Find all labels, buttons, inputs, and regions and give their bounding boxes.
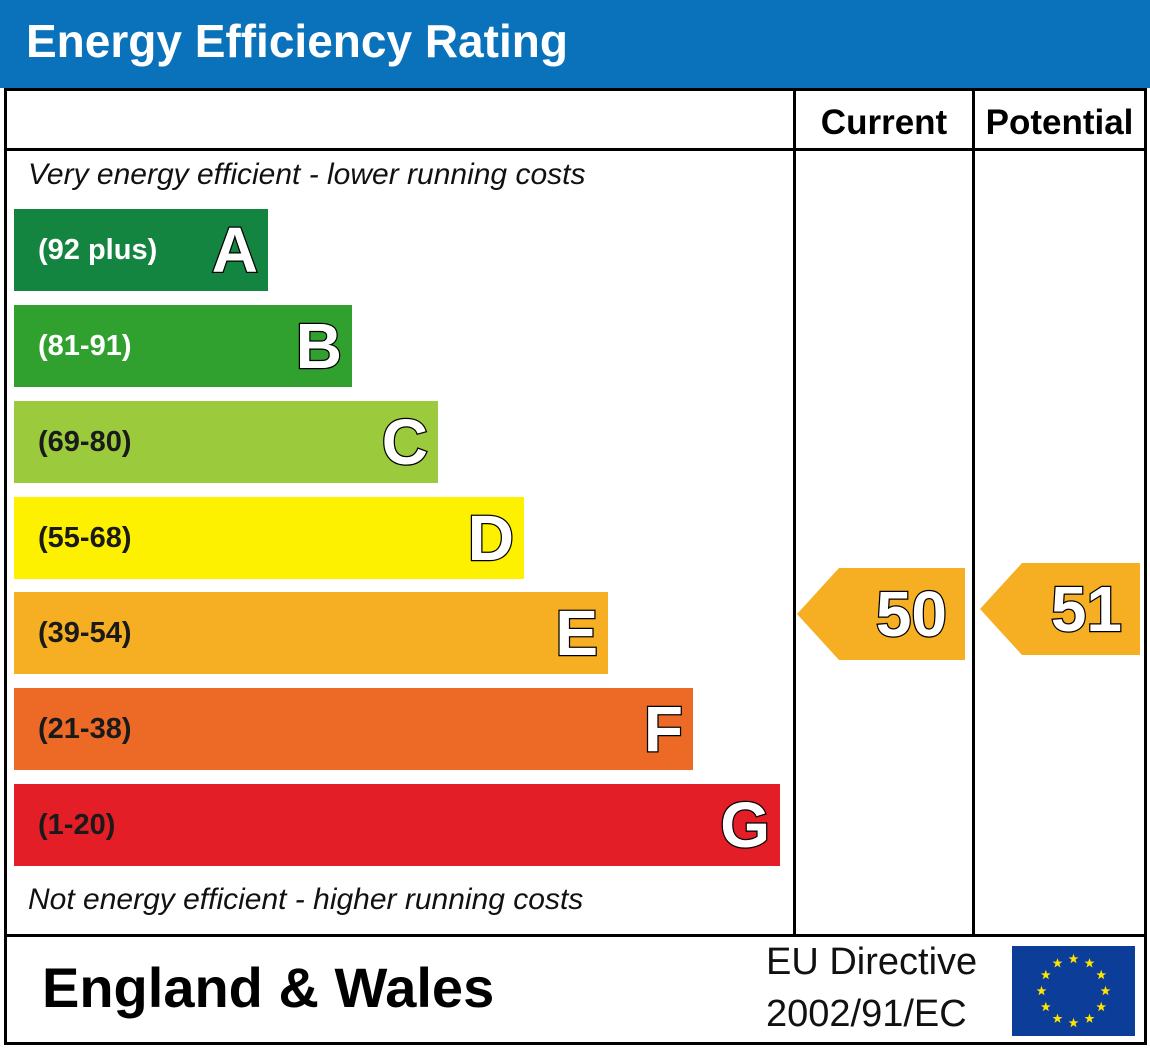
band-range-label: (55-68)	[38, 522, 132, 554]
eu-directive-line2: 2002/91/EC	[766, 993, 967, 1035]
current-rating-arrow: 50	[797, 568, 965, 660]
band-b: (81-91) B	[14, 305, 352, 387]
band-range-label: (1-20)	[38, 809, 116, 841]
footer-divider	[7, 934, 1144, 937]
band-letter: C	[381, 405, 430, 480]
band-e: (39-54) E	[14, 592, 608, 674]
band-letter: E	[554, 596, 599, 671]
header-bar: Energy Efficiency Rating	[0, 0, 1150, 88]
eu-star-icon	[1084, 1013, 1095, 1023]
column-header-potential: Potential	[985, 103, 1134, 142]
band-letter: B	[295, 309, 344, 384]
eu-flag-stars	[1036, 953, 1111, 1028]
eu-directive-line1: EU Directive	[766, 941, 978, 983]
eu-star-icon	[1068, 953, 1079, 964]
eu-star-icon	[1052, 958, 1063, 968]
eu-star-icon	[1096, 969, 1107, 980]
inefficient-note: Not energy efficient - higher running co…	[28, 883, 584, 916]
eu-star-icon	[1084, 958, 1095, 968]
efficient-note: Very energy efficient - lower running co…	[28, 158, 586, 191]
header-row-divider	[7, 148, 1144, 151]
eu-star-icon	[1052, 1013, 1063, 1023]
page-title: Energy Efficiency Rating	[26, 15, 568, 67]
rating-frame: Current Potential	[4, 88, 1147, 1045]
column-divider-right	[972, 91, 975, 934]
band-letter: A	[211, 213, 260, 288]
band-g: (1-20) G	[14, 784, 780, 866]
band-range-label: (81-91)	[38, 330, 132, 362]
eu-star-icon	[1036, 985, 1047, 996]
band-a: (92 plus) A	[14, 209, 268, 291]
band-letter: D	[467, 501, 516, 576]
band-range-label: (92 plus)	[38, 234, 158, 266]
band-f: (21-38) F	[14, 688, 693, 770]
band-range-label: (39-54)	[38, 617, 132, 649]
potential-arrow-shape	[980, 563, 1140, 655]
band-range-label: (21-38)	[38, 713, 132, 745]
band-letter: F	[643, 692, 685, 767]
eu-star-icon	[1068, 1017, 1079, 1028]
current-rating-value: 50	[875, 577, 949, 652]
current-arrow-shape	[797, 568, 965, 660]
region-label: England & Wales	[42, 956, 495, 1019]
eu-star-icon	[1096, 1001, 1107, 1012]
column-header-current: Current	[820, 103, 948, 142]
potential-rating-arrow: 51	[980, 563, 1140, 655]
band-letter: G	[719, 788, 771, 863]
band-c: (69-80) C	[14, 401, 438, 483]
column-divider-left	[793, 91, 796, 934]
eu-star-icon	[1100, 985, 1111, 996]
band-d: (55-68) D	[14, 497, 524, 579]
potential-rating-value: 51	[1050, 572, 1124, 647]
band-range-label: (69-80)	[38, 426, 132, 458]
eu-star-icon	[1040, 1001, 1051, 1012]
eu-star-icon	[1040, 969, 1051, 980]
eu-flag-icon	[1012, 946, 1135, 1036]
